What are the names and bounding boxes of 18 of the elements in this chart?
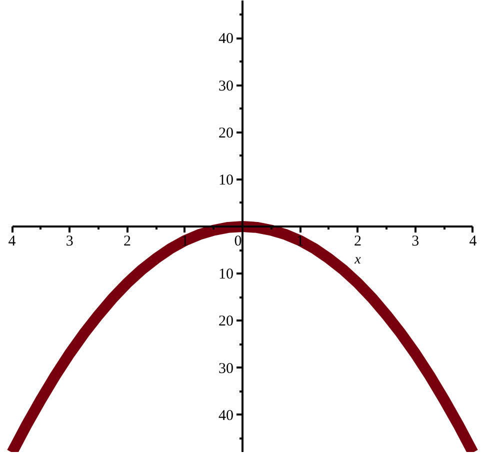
x-tick-label: 4 [8,234,16,250]
x-tick-label: 1 [296,234,304,250]
x-tick-label: 4 [469,234,478,250]
x-tick-label: 3 [412,234,420,250]
x-tick-label: 2 [124,234,132,250]
y-tick-label: 10 [218,172,234,188]
x-axis-title: x [354,252,362,268]
y-tick-label: 20 [218,314,234,330]
x-tick-label: 0 [234,234,242,250]
x-tick-label: 1 [181,234,189,250]
y-tick-label: 30 [218,360,234,377]
y-tick-label: 10 [218,266,234,283]
x-tick-label: 3 [66,234,74,250]
y-tick-label: 40 [218,408,234,424]
y-tick-label: 30 [218,78,234,94]
x-tick-label: 2 [354,234,362,250]
y-tick-label: 20 [218,125,234,142]
y-tick-label: 40 [218,31,234,48]
